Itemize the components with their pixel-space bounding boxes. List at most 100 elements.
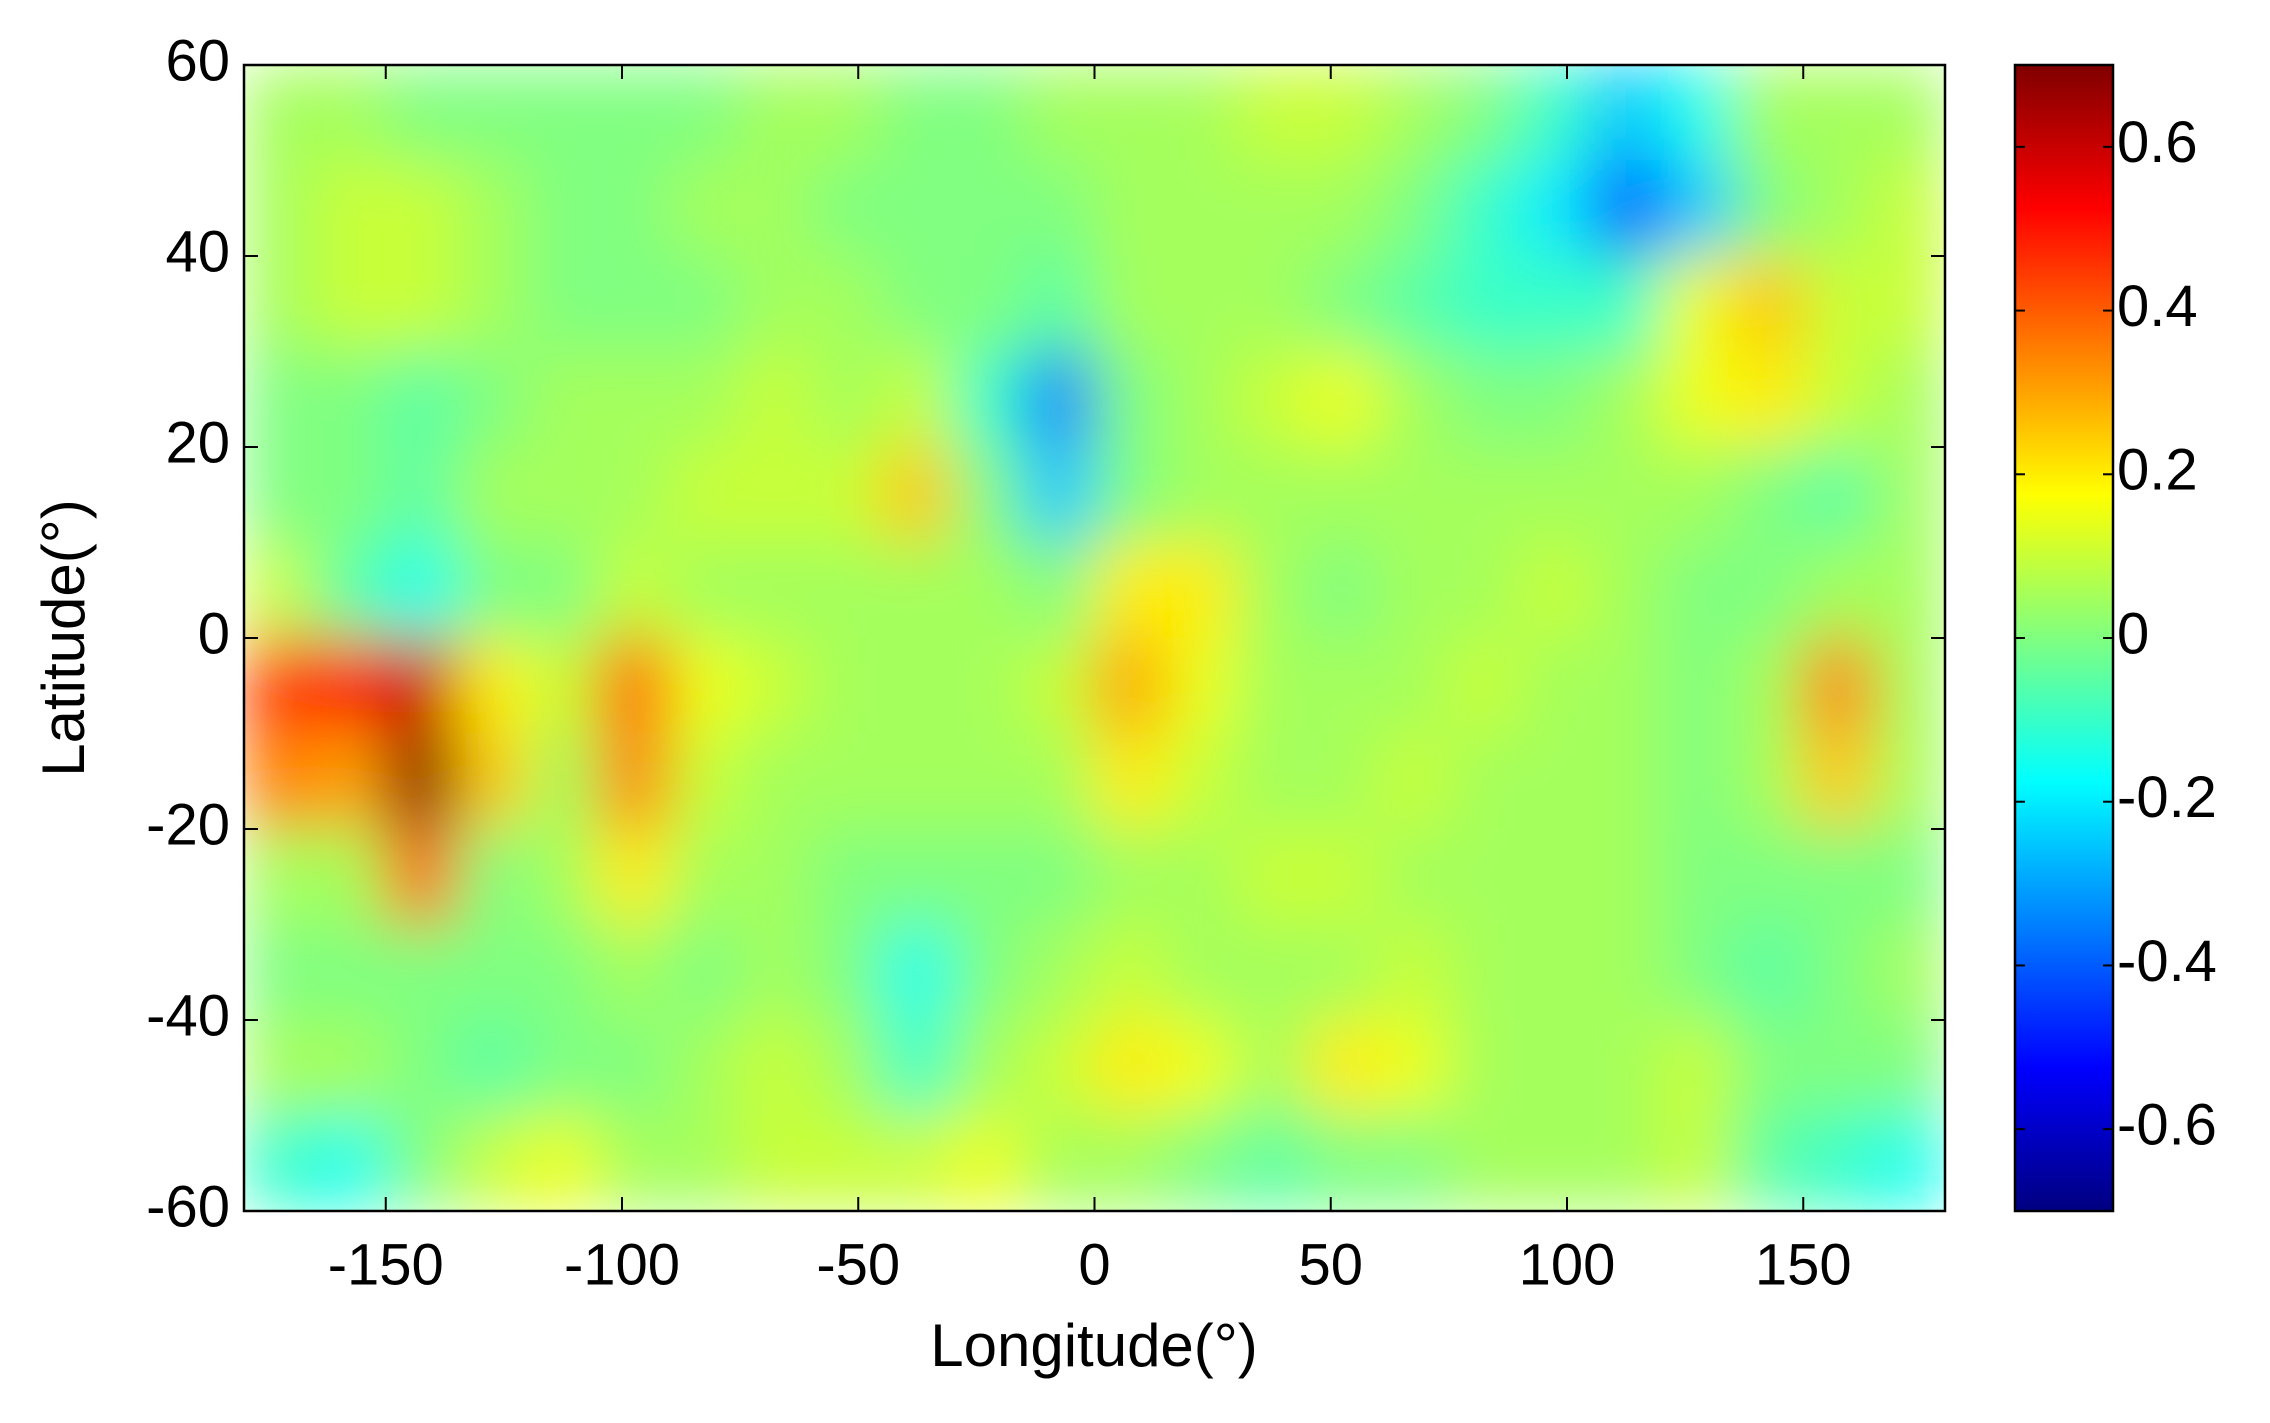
colorbar-tick-label: 0.6 [2117,110,2198,175]
heatmap-cell [668,637,741,734]
heatmap-cell [1164,924,1237,1021]
heatmap-cell [810,255,883,352]
heatmap-cell [527,637,599,734]
heatmap-cell [668,446,741,543]
heatmap-cell [668,160,741,257]
heatmap-cell [1306,446,1379,543]
heatmap-cell [952,637,1025,734]
heatmap-cell [952,255,1025,352]
heatmap-cell [1306,733,1379,830]
heatmap-cell [1094,351,1166,448]
heatmap-cell [1448,446,1521,543]
heatmap-cell [385,733,458,830]
heatmap-cell [881,733,954,830]
heatmap-cell [810,351,883,448]
heatmap-cell [597,160,670,257]
heatmap-cell [314,924,387,1021]
heatmap-cell [1306,65,1379,161]
heatmap-cell [1164,351,1237,448]
heatmap-cell [952,733,1025,830]
heatmap-cell [1802,1115,1875,1211]
heatmap-cell [1306,160,1379,257]
heatmap-cell [1590,924,1662,1021]
heatmap-cell [456,65,528,161]
heatmap-cell [1873,637,1945,734]
heatmap-cell [1873,924,1945,1021]
heatmap-cell [456,351,528,448]
heatmap-cell [739,924,812,1021]
heatmap-cell [1731,1019,1804,1116]
heatmap-cell [1023,255,1095,352]
heatmap-cell [1519,828,1592,925]
heatmap-cell [1802,637,1875,734]
heatmap-cell [1661,1115,1733,1211]
heatmap-cell [1661,351,1733,448]
heatmap-cell [1235,446,1308,543]
heatmap-cell [1094,924,1166,1021]
heatmap-cell [952,446,1025,543]
heatmap-cell [1306,1115,1379,1211]
heatmap-cell [1661,160,1733,257]
y-tick-label: 60 [165,28,230,93]
heatmap-cell [244,828,316,925]
heatmap-cell [1377,733,1450,830]
heatmap-cell [739,1115,812,1211]
heatmap-cell [1164,446,1237,543]
heatmap-cell [527,733,599,830]
heatmap-cell [1164,65,1237,161]
heatmap-cell [1873,828,1945,925]
heatmap-cell [739,1019,812,1116]
heatmap-cell [456,733,528,830]
heatmap-cell [1377,1115,1450,1211]
heatmap-cell [881,1115,954,1211]
heatmap-cell [668,255,741,352]
heatmap-cell [1023,1019,1095,1116]
heatmap-cell [1023,924,1095,1021]
heatmap-cell [314,351,387,448]
heatmap-cell [810,733,883,830]
y-tick-label: -40 [146,983,230,1048]
heatmap-cell [1377,160,1450,257]
heatmap-cell [810,828,883,925]
heatmap-cell [527,1019,599,1116]
heatmap-cell [1235,255,1308,352]
heatmap-cell [456,255,528,352]
heatmap-cell [668,733,741,830]
x-axis-title: Longitude(°) [930,1312,1258,1379]
heatmap-cell [456,828,528,925]
heatmap-cell [1164,542,1237,639]
heatmap-cell [739,446,812,543]
heatmap-cell [244,924,316,1021]
heatmap-cell [456,1019,528,1116]
heatmap-cell [1235,65,1308,161]
heatmap-cell [1731,446,1804,543]
heatmap-cell [314,828,387,925]
heatmap-cell [314,637,387,734]
heatmap-cell [739,65,812,161]
heatmap-cell [597,637,670,734]
heatmap-cell [527,828,599,925]
heatmap-cell [597,351,670,448]
heatmap-cell [810,446,883,543]
heatmap-cell [1519,542,1592,639]
heatmap-cell [244,542,316,639]
heatmap-cell [385,351,458,448]
heatmap-cell [668,924,741,1021]
heatmap-cell [1094,446,1166,543]
heatmap-cell [385,160,458,257]
heatmap-cell [1377,446,1450,543]
heatmap-cell [1377,828,1450,925]
heatmap-cell [244,733,316,830]
heatmap-cell [668,65,741,161]
x-tick-label: -150 [328,1232,444,1297]
colorbar-tick-label: -0.4 [2117,929,2217,994]
heatmap-cell [668,1019,741,1116]
heatmap-cell [1802,446,1875,543]
heatmap-cell [1023,733,1095,830]
heatmap-cell [881,65,954,161]
heatmap-cell [1023,65,1095,161]
colorbar-tick-label: -0.6 [2117,1092,2217,1157]
heatmap-cell [1023,160,1095,257]
heatmap-cell [881,255,954,352]
